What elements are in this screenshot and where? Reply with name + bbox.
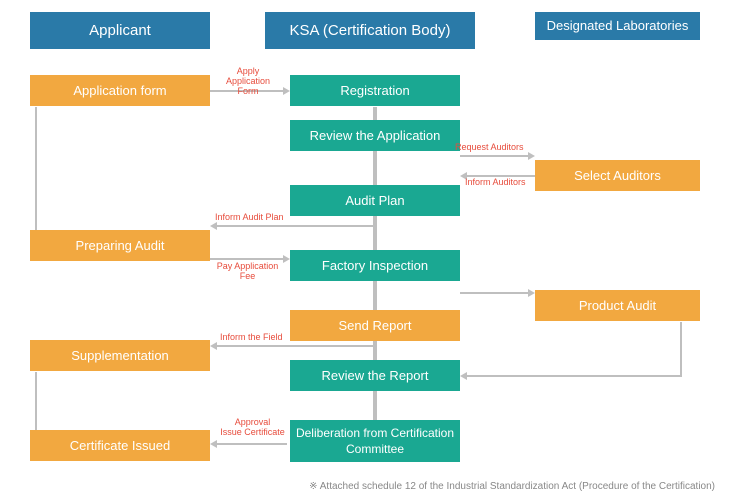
conn-review-select	[460, 155, 530, 157]
arrow-review-select	[528, 152, 535, 160]
arrow-delib-cert	[210, 440, 217, 448]
box-review-app: Review the Application	[290, 120, 460, 151]
box-application-form: Application form	[30, 75, 210, 106]
conn-prod-review	[467, 375, 682, 377]
annot-inf-aud: Inform Auditors	[465, 178, 526, 188]
box-send-report: Send Report	[290, 310, 460, 341]
annot-pay: Pay Application Fee	[210, 262, 285, 282]
col-header-ksa: KSA (Certification Body)	[265, 12, 475, 49]
supp-down	[35, 372, 37, 430]
box-factory: Factory Inspection	[290, 250, 460, 281]
col-header-labs: Designated Laboratories	[535, 12, 700, 40]
annot-req-aud: Request Auditors	[455, 143, 524, 153]
spine2	[373, 392, 377, 420]
annot-inf-plan: Inform Audit Plan	[215, 213, 284, 223]
box-review-report: Review the Report	[290, 360, 460, 391]
conn-prep-factory	[210, 258, 285, 260]
conn-delib-cert	[217, 443, 287, 445]
annot-inf-field: Inform the Field	[220, 333, 283, 343]
box-certificate-issued: Certificate Issued	[30, 430, 210, 461]
box-deliberation: Deliberation from Certification Committe…	[290, 420, 460, 462]
box-audit-plan: Audit Plan	[290, 185, 460, 216]
box-product-audit: Product Audit	[535, 290, 700, 321]
arrow-plan-prep	[210, 222, 217, 230]
col-header-applicant: Applicant	[30, 12, 210, 49]
prod-down	[680, 322, 682, 377]
conn-factory-prod	[460, 292, 530, 294]
conn-send-supp	[217, 345, 373, 347]
footnote: ※ Attached schedule 12 of the Industrial…	[309, 481, 715, 492]
box-preparing-audit: Preparing Audit	[30, 230, 210, 261]
arrow-send-supp	[210, 342, 217, 350]
conn-plan-prep	[217, 225, 373, 227]
box-registration: Registration	[290, 75, 460, 106]
annot-apply: Apply Application Form	[218, 67, 278, 97]
left-spine-1	[35, 107, 37, 230]
annot-approval: Approval Issue Certificate	[215, 418, 290, 438]
arrow-factory-prod	[528, 289, 535, 297]
box-supplementation: Supplementation	[30, 340, 210, 371]
arrow-prod-review	[460, 372, 467, 380]
box-select-auditors: Select Auditors	[535, 160, 700, 191]
arrow-app-reg	[283, 87, 290, 95]
